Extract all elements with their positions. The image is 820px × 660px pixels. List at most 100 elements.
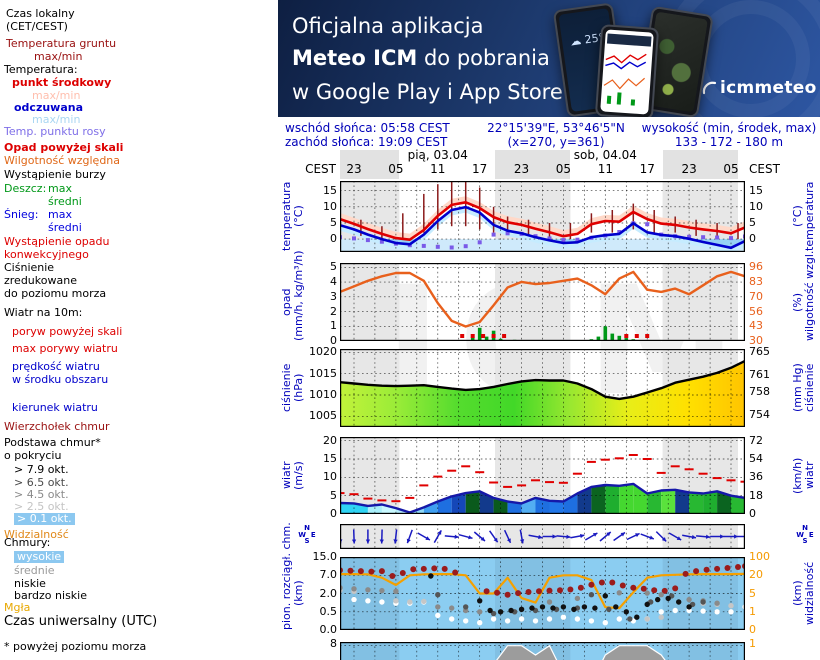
legend-ps: punkt środkowy <box>12 76 112 89</box>
header-tick: 23 <box>681 162 697 176</box>
legend-ci2: zredukowane <box>4 274 77 287</box>
legend-ci3: do poziomu morza <box>4 287 107 300</box>
app-promo-banner[interactable]: Oficjalna aplikacja Meteo ICM do pobrani… <box>278 0 820 117</box>
legend-o65: > 6.5 okt. <box>14 476 69 489</box>
ytick-right: 0 <box>749 507 756 520</box>
axis-unit-wind-right: (km/h) <box>791 457 804 494</box>
legend-tg1: Temperatura gruntu <box>6 37 117 50</box>
ytick-left: 0 <box>330 507 337 520</box>
axis-title-temp-left: temperatura <box>280 181 293 252</box>
axis-title-visibility-right: widzialność <box>803 561 816 626</box>
ytick-right: 10 <box>749 199 763 213</box>
banner-line1: Oficjalna aplikacja <box>292 14 484 38</box>
axis-title-opad-left: opad <box>280 288 293 316</box>
legend-mp: max porywy wiatru <box>12 342 118 355</box>
panel-precip-humidity <box>340 263 745 341</box>
altitude-values: 133 - 172 - 180 m <box>674 135 784 149</box>
banner-line2-bold: Meteo ICM <box>292 46 418 70</box>
legend-fo: * powyżej poziomu morza <box>4 640 147 653</box>
header-tick: 05 <box>388 162 404 176</box>
header-tz-right: CEST <box>749 162 780 176</box>
ytick-right: 18 <box>749 488 763 502</box>
legend-o79: > 7.9 okt. <box>14 463 69 476</box>
axis-title-wind-right: wiatr <box>803 461 816 490</box>
header-night-band <box>662 150 738 179</box>
legend-tg2: max/min <box>34 50 83 63</box>
sunset-info: zachód słońca: 19:09 CEST <box>285 135 448 149</box>
ytick-right: 15 <box>749 183 763 197</box>
legend-wt: Wiatr na 10m: <box>4 306 83 319</box>
ytick-left: 10 <box>323 199 337 213</box>
axis-unit-pressure-right: (mm Hg) <box>791 363 804 413</box>
ytick-right: 0 <box>749 232 756 246</box>
axis-unit-opad-left: (mm/h, kg/m³/h) <box>292 250 305 341</box>
legend-wys: wysokie <box>14 551 65 563</box>
legend-cz1: Czas lokalny <box>6 7 75 20</box>
panel-cloud-extent <box>340 557 745 630</box>
ytick-left: 1015 <box>309 366 337 380</box>
ytick-left: 10 <box>323 470 337 484</box>
legend-sn2: max <box>48 208 72 221</box>
legend-sn1: Śnieg: <box>4 208 39 221</box>
header-tick: 05 <box>555 162 572 176</box>
ytick-right: 100 <box>749 550 770 563</box>
sunrise-info: wschód słońca: 05:58 CEST <box>285 121 450 135</box>
ytick-left: 4 <box>330 275 337 289</box>
ytick-right: 83 <box>749 275 763 289</box>
panel-wind-direction <box>340 524 745 549</box>
legend-wilg: Wilgotność względna <box>4 154 121 167</box>
legend-wy1: Wystąpienie opadu <box>4 235 110 248</box>
axis-unit-cloudext-left: (km) <box>292 580 305 607</box>
header-night-band <box>495 150 571 179</box>
ytick-left: 7.0 <box>319 568 338 582</box>
legend-cz2: (CET/CEST) <box>6 20 68 33</box>
ytick-left: 5 <box>330 215 337 229</box>
ytick-left: 20 <box>323 433 337 447</box>
ytick-left: 0.0 <box>319 623 338 636</box>
ytick-right: 54 <box>749 452 763 465</box>
header-tick: 05 <box>723 162 739 176</box>
ytick-right: 30 <box>749 334 763 347</box>
banner-line3: w Google Play i App Store <box>292 80 563 104</box>
legend-de2: max <box>48 182 72 195</box>
legend-wid: Widzialność <box>4 528 69 541</box>
logo-swoosh-icon <box>702 81 717 95</box>
panel-cloud-cover <box>340 642 745 660</box>
ytick-right: 754 <box>749 407 770 421</box>
legend-bni: bardzo niskie <box>14 589 87 602</box>
ytick-left: 0.5 <box>319 604 338 618</box>
legend-sr1: średni <box>48 195 82 208</box>
phone-mini-chart <box>603 33 652 106</box>
legend-sr2: średni <box>48 221 82 234</box>
legend-mm2: max/min <box>32 113 81 126</box>
ytick-right: 1 <box>749 637 756 650</box>
ytick-right: 765 <box>749 345 770 359</box>
ytick-left: 2.0 <box>319 586 338 600</box>
axis-unit-temp-right: (°C) <box>791 205 804 228</box>
ytick-left: 15.0 <box>312 550 338 563</box>
legend-de1: Deszcz: <box>4 182 47 195</box>
ytick-right: 56 <box>749 304 763 318</box>
axis-unit-wind-left: (m/s) <box>292 461 305 490</box>
ytick-left: 1005 <box>309 409 337 423</box>
day-label-saturday: sob, 04.04 <box>573 148 637 162</box>
logo-wordmark: icmmeteo <box>720 78 817 98</box>
ytick-right: 36 <box>749 470 763 484</box>
ytick-left: 5 <box>330 488 337 502</box>
legend-pw1: prędkość wiatru <box>12 360 100 373</box>
header-tick: 23 <box>513 162 530 176</box>
ytick-right: 43 <box>749 319 763 333</box>
ytick-left: 3 <box>330 289 337 303</box>
ytick-left: 1 <box>330 319 337 333</box>
axis-title-wind-left: wiatr <box>280 461 293 490</box>
axis-title-pressure-left: ciśnienie <box>280 363 293 413</box>
header-tick: 11 <box>597 162 613 176</box>
legend-burza: Wystąpienie burzy <box>4 168 106 181</box>
legend-wy2: konwekcyjnego <box>4 248 89 261</box>
ytick-left: 15 <box>323 183 337 197</box>
icmmeteo-logo: icmmeteo M° <box>702 78 820 98</box>
ytick-left: 5 <box>330 260 337 274</box>
